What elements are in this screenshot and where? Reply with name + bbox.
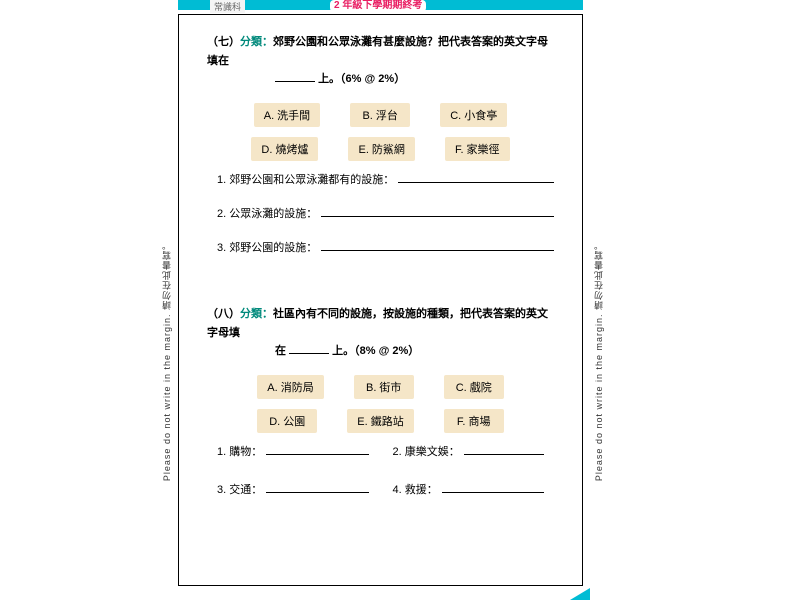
section7-type: 分類： [240, 36, 273, 48]
option-e: E. 防鯊網 [348, 137, 414, 161]
section8-number: （八） [207, 308, 240, 320]
blank-slot [289, 343, 329, 354]
section7-q3: 3. 郊野公園的設施： [217, 239, 554, 255]
option-b: B. 浮台 [350, 103, 410, 127]
answer-line [464, 444, 544, 455]
option-c: C. 小食亭 [440, 103, 507, 127]
section7-q2: 2. 公眾泳灘的設施： [217, 205, 554, 221]
q-label: 3. 郊野公園的設施： [217, 239, 317, 255]
q-label: 1. 郊野公園和公眾泳灘都有的設施： [217, 171, 394, 187]
section7-options-row1: A. 洗手間 B. 浮台 C. 小食亭 [207, 103, 554, 127]
option-d: D. 公園 [257, 409, 317, 433]
margin-note-left: Please do not write in the margin. 請勿在此書… [160, 240, 173, 481]
section8-type: 分類： [240, 308, 273, 320]
section7-number: （七） [207, 36, 240, 48]
option-c: C. 戲院 [444, 375, 504, 399]
option-f: F. 家樂徑 [445, 137, 510, 161]
section7-heading: （七）分類：郊野公園和公眾泳灘有甚麼設施？把代表答案的英文字母填在 上。（6% … [207, 33, 554, 89]
q-label: 4. 救援： [393, 481, 438, 497]
answer-line [321, 240, 554, 251]
exam-title-bubble: 2 年級下學期期終考 [330, 0, 426, 12]
exam-page: （七）分類：郊野公園和公眾泳灘有甚麼設施？把代表答案的英文字母填在 上。（6% … [178, 14, 583, 586]
answer-line [266, 444, 368, 455]
answer-line [321, 206, 554, 217]
section8-options-row1: A. 消防局 B. 街市 C. 戲院 [207, 375, 554, 399]
section7-prompt-2: 上。（6% @ 2%） [318, 73, 405, 85]
option-a: A. 消防局 [257, 375, 323, 399]
answer-line [442, 482, 544, 493]
answer-line [266, 482, 368, 493]
answer-line [398, 172, 554, 183]
section8-q4: 4. 救援： [393, 481, 545, 497]
option-d: D. 燒烤爐 [251, 137, 318, 161]
option-b: B. 街市 [354, 375, 414, 399]
section8-q1: 1. 購物： [217, 443, 369, 459]
blank-slot [275, 71, 315, 82]
section8-prompt-prefix: 在 [275, 345, 289, 357]
subject-label: 常識科 [210, 0, 245, 13]
option-a: A. 洗手間 [254, 103, 320, 127]
q-label: 3. 交通： [217, 481, 262, 497]
margin-note-right: Please do not write in the margin. 請勿在此書… [592, 240, 605, 481]
option-e: E. 鐵路站 [347, 409, 413, 433]
section7-q1: 1. 郊野公園和公眾泳灘都有的設施： [217, 171, 554, 187]
section8-questions: 1. 購物： 2. 康樂文娛： 3. 交通： 4. 救援： [217, 443, 544, 497]
q-label: 1. 購物： [217, 443, 262, 459]
section8-q3: 3. 交通： [217, 481, 369, 497]
section8-prompt-2: 上。（8% @ 2%） [332, 345, 419, 357]
section8-heading: （八）分類：社區內有不同的設施，按設施的種類，把代表答案的英文字母填 在 上。（… [207, 305, 554, 361]
section8-options-row2: D. 公園 E. 鐵路站 F. 商場 [207, 409, 554, 433]
section8-q2: 2. 康樂文娛： [393, 443, 545, 459]
q-label: 2. 康樂文娛： [393, 443, 460, 459]
section7-options-row2: D. 燒烤爐 E. 防鯊網 F. 家樂徑 [207, 137, 554, 161]
q-label: 2. 公眾泳灘的設施： [217, 205, 317, 221]
footer-accent-triangle [570, 588, 590, 600]
option-f: F. 商場 [444, 409, 504, 433]
